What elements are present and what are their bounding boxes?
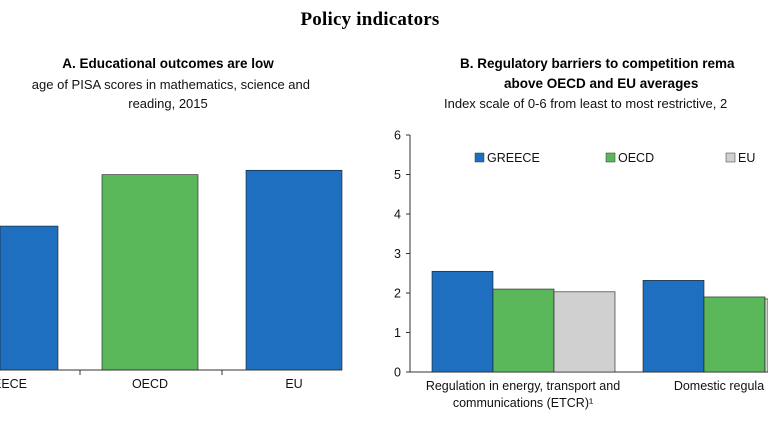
panel-a-subtitle-line-2: reading, 2015 (128, 96, 208, 111)
legend-swatch-greece (474, 152, 485, 163)
bar-a-1 (0, 225, 59, 371)
bar-b-greece-1 (431, 270, 494, 373)
y-tick-label-b-6: 6 (394, 129, 401, 143)
bar-a-3 (245, 169, 343, 371)
legend-swatch-eu (725, 152, 736, 163)
panel-b-title-line-1: B. Regulatory barriers to competition re… (460, 56, 735, 71)
y-tick-label-b-0: 0 (394, 366, 401, 380)
x-tick-label-b-1-line-1: Regulation in energy, transport and (426, 379, 620, 393)
legend-swatch-oecd (605, 152, 616, 163)
bar-b-eu-2 (764, 298, 768, 373)
x-tick-label-a-2: OECD (132, 377, 168, 391)
bar-b-greece-2 (642, 280, 705, 373)
y-tick-label-b-1: 1 (394, 326, 401, 340)
panel-b-subtitle: Index scale of 0-6 from least to most re… (444, 96, 728, 111)
y-tick-label-b-5: 5 (394, 168, 401, 182)
x-tick-label-a-3: EU (285, 377, 302, 391)
x-tick-label-a-1: EECE (0, 377, 27, 391)
panel-a-title: A. Educational outcomes are low (62, 56, 274, 71)
legend-label-oecd: OECD (618, 151, 654, 165)
legend-label-greece: GREECE (487, 151, 540, 165)
bar-b-eu-1 (553, 291, 616, 373)
bar-b-oecd-1 (492, 288, 555, 373)
page-title: Policy indicators (300, 9, 440, 30)
x-tick-label-b-1-line-2: communications (ETCR)¹ (453, 396, 593, 410)
y-tick-label-b-2: 2 (394, 287, 401, 301)
y-tick-label-b-4: 4 (394, 208, 401, 222)
bar-a-2 (101, 174, 199, 371)
y-tick-label-b-3: 3 (394, 247, 401, 261)
legend-label-eu: EU (738, 151, 755, 165)
panel-a-subtitle-line-1: age of PISA scores in mathematics, scien… (31, 77, 310, 92)
x-tick-label-b-2-line-1: Domestic regula (674, 379, 764, 393)
panel-b-title-line-2: above OECD and EU averages (504, 76, 699, 91)
bar-b-oecd-2 (703, 296, 766, 373)
